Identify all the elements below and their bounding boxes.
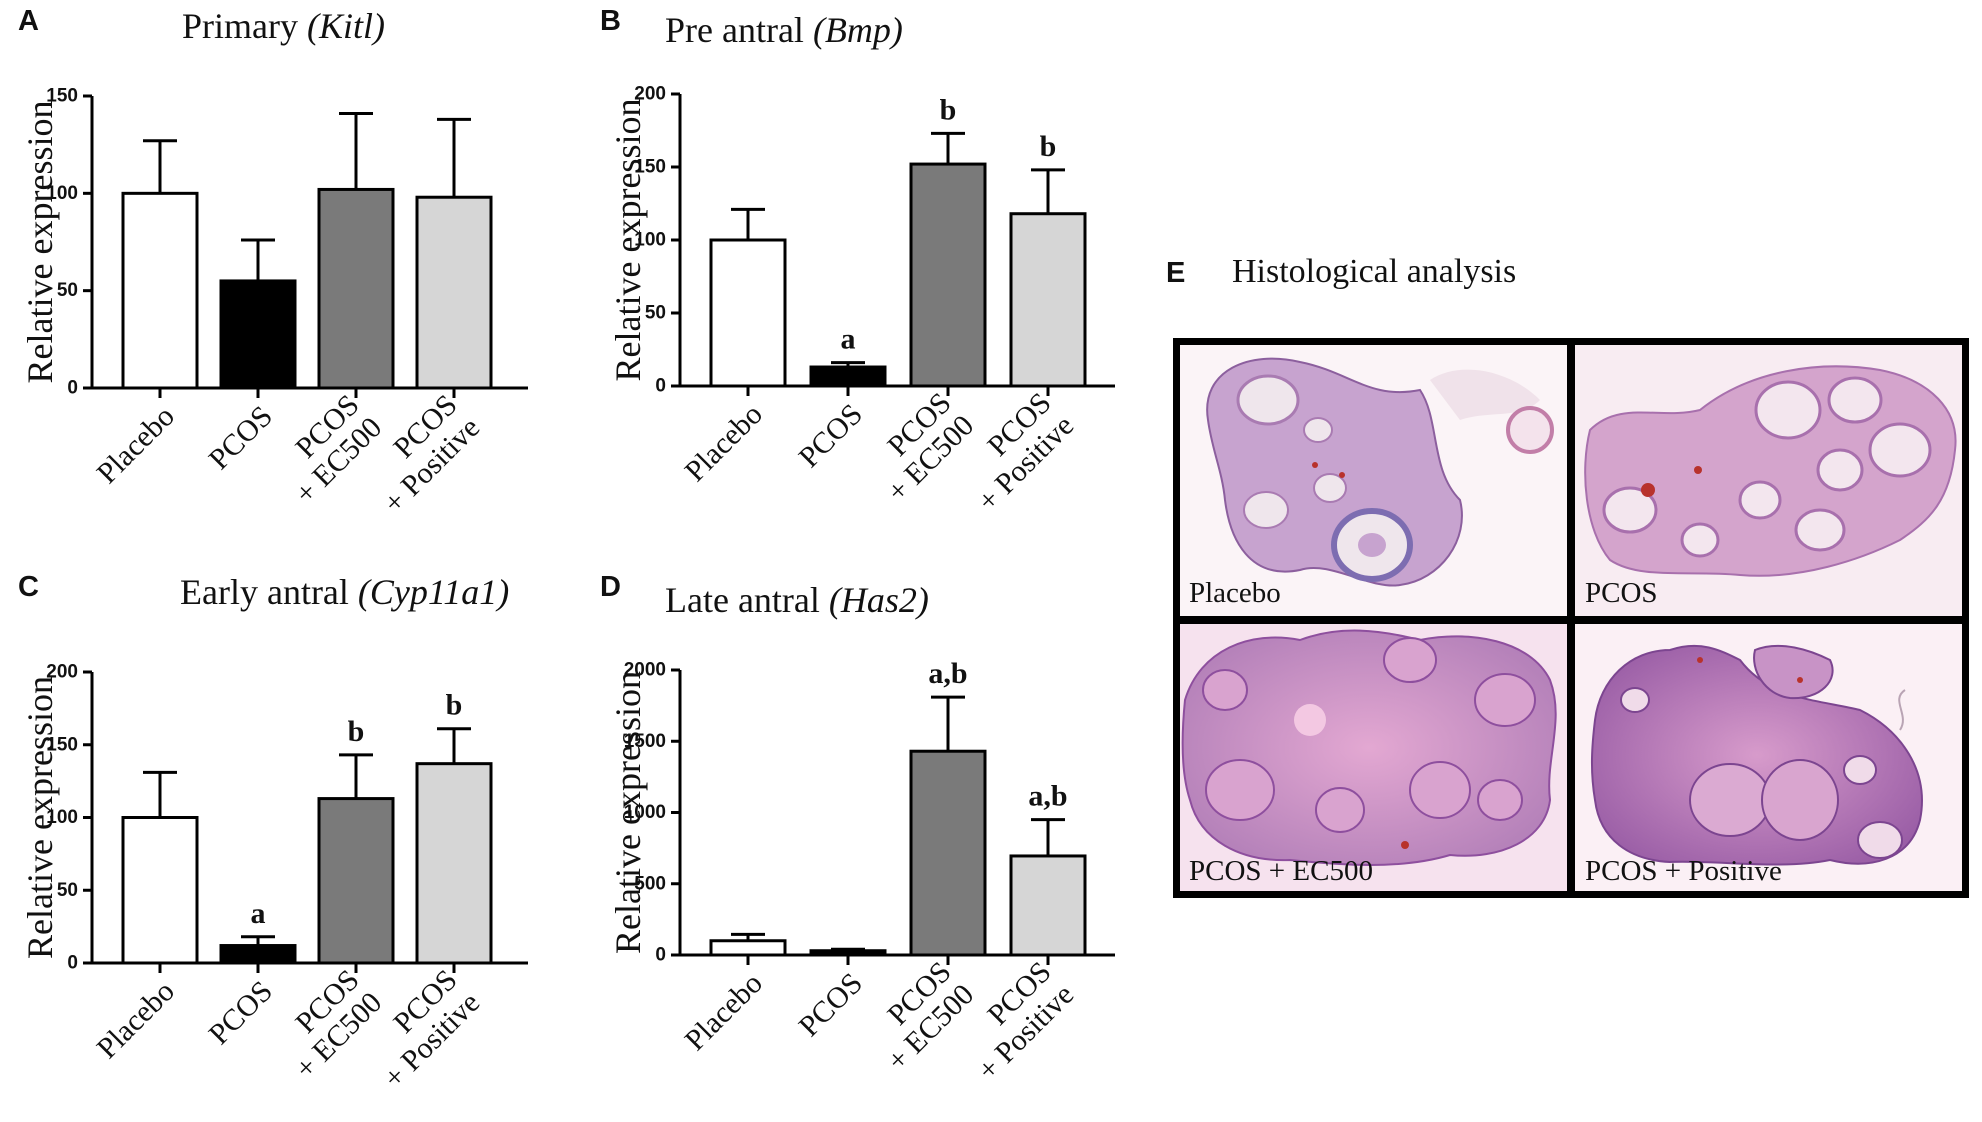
y-tick-label: 50 (57, 880, 78, 901)
x-category-label: PCOS+ EC500 (266, 963, 388, 1085)
histology-label-pcos: PCOS (1585, 577, 1658, 609)
histology-label-pcos-positive: PCOS + Positive (1585, 855, 1782, 887)
bar-b-1 (809, 365, 887, 388)
y-tick-label: 0 (67, 378, 78, 399)
significance-label: a,b (928, 657, 967, 690)
x-category-label: PCOS+ Positive (355, 963, 487, 1095)
chart-title-c: Early antral (Cyp11a1) (180, 572, 509, 612)
bar-b-3 (1009, 212, 1087, 388)
x-category-line: Placebo (678, 398, 768, 488)
bar-b-0 (709, 238, 787, 388)
y-tick-label: 1500 (624, 731, 666, 752)
x-category-line: PCOS (203, 975, 279, 1051)
x-category-line: Placebo (90, 400, 180, 490)
y-tick-label: 50 (645, 303, 666, 324)
bar-c-1 (219, 944, 297, 965)
x-category-label: PCOS+ Positive (949, 955, 1081, 1087)
panel-e-histological-analysis: E Histological analysis Placebo (1166, 253, 1969, 898)
y-axis-label-c: Relative expression (20, 676, 60, 959)
histology-label-pcos-ec500: PCOS + EC500 (1189, 855, 1373, 887)
chart-title-gene-b: (Bmp) (813, 10, 903, 50)
y-tick-label: 500 (634, 873, 666, 894)
significance-label: a (251, 897, 266, 930)
panel-label-b: B (600, 5, 621, 37)
x-category-line: PCOS (203, 400, 279, 476)
histology-label-placebo: Placebo (1189, 577, 1281, 609)
histology-image-pcos-ec500: PCOS + EC500 (1180, 624, 1567, 891)
y-tick-label: 1000 (624, 802, 666, 823)
y-tick-label: 150 (46, 86, 78, 107)
bar-c-2 (317, 797, 395, 965)
histology-image-pcos-positive: PCOS + Positive (1575, 624, 1962, 891)
x-category-label: Placebo (90, 975, 180, 1065)
bar-a-3 (415, 195, 493, 390)
x-category-label: Placebo (90, 400, 180, 490)
y-tick-label: 100 (634, 230, 666, 251)
y-tick-label: 2000 (624, 660, 666, 681)
x-category-label: PCOS (793, 967, 869, 1043)
y-tick-label: 50 (57, 280, 78, 301)
significance-label: b (446, 689, 463, 722)
histology-image-pcos: PCOS (1575, 345, 1962, 616)
x-category-label: PCOS+ EC500 (858, 955, 980, 1077)
y-tick-label: 200 (46, 662, 78, 683)
bar-c-3 (415, 762, 493, 965)
y-axis-label-a: Relative expression (20, 101, 60, 384)
y-tick-label: 0 (655, 945, 666, 966)
panel-label-a: A (18, 5, 39, 37)
x-category-label: Placebo (678, 398, 768, 488)
panel-label-d: D (600, 571, 621, 603)
y-axis-label-d: Relative expression (608, 671, 648, 954)
x-category-label: PCOS (203, 400, 279, 476)
chart-title-gene-c: (Cyp11a1) (358, 572, 509, 612)
x-category-label: PCOS+ Positive (355, 388, 487, 520)
histology-title: Histological analysis (1232, 253, 1516, 290)
bar-d-2 (909, 749, 987, 957)
y-tick-label: 150 (46, 734, 78, 755)
x-category-label: PCOS+ Positive (949, 386, 1081, 518)
panel-label-e: E (1166, 257, 1185, 289)
chart-title-gene-a: (Kitl) (307, 6, 385, 46)
bar-c-0 (121, 816, 199, 965)
bar-d-1 (809, 949, 887, 957)
x-category-line: Placebo (678, 967, 768, 1057)
bar-a-2 (317, 187, 395, 390)
y-tick-label: 100 (46, 807, 78, 828)
bar-d-3 (1009, 854, 1087, 957)
y-axis-label-b: Relative expression (608, 99, 648, 382)
panel-b-preantral-bmp: B Pre antral (Bmp) Relative expression 0 50 1… (600, 5, 1115, 518)
chart-title-a: Primary (Kitl) (182, 6, 385, 46)
significance-label: a,b (1028, 780, 1067, 813)
y-tick-label: 0 (655, 376, 666, 397)
x-category-line: PCOS (793, 967, 869, 1043)
bar-a-1 (219, 279, 297, 390)
significance-label: b (940, 93, 957, 126)
bar-b-2 (909, 162, 987, 388)
x-category-label: PCOS+ EC500 (266, 388, 388, 510)
chart-title-b: Pre antral (Bmp) (665, 10, 903, 50)
significance-label: b (348, 715, 365, 748)
x-category-line: Placebo (90, 975, 180, 1065)
y-tick-label: 200 (634, 84, 666, 105)
x-category-label: Placebo (678, 967, 768, 1057)
panel-d-late-antral-has2: D Late antral (Has2) Relative expression 0 5… (600, 571, 1115, 1087)
x-category-label: PCOS (203, 975, 279, 1051)
x-category-label: PCOS+ EC500 (858, 386, 980, 508)
significance-label: a (841, 323, 856, 356)
panel-c-early-antral-cyp11a1: C Early antral (Cyp11a1) Relative expressi… (18, 571, 528, 1095)
chart-title-gene-d: (Has2) (829, 580, 929, 620)
y-tick-label: 100 (46, 183, 78, 204)
significance-label: b (1040, 130, 1057, 163)
histology-image-placebo: Placebo (1180, 345, 1567, 616)
panel-a-primary-kitl: A Primary (Kitl) Relative expression 0 50 100… (18, 5, 528, 520)
y-tick-label: 0 (67, 953, 78, 974)
bar-d-0 (709, 939, 787, 957)
chart-title-d: Late antral (Has2) (665, 580, 929, 620)
y-tick-label: 150 (634, 157, 666, 178)
panel-label-c: C (18, 571, 39, 603)
x-category-line: PCOS (793, 398, 869, 474)
bar-a-0 (121, 191, 199, 390)
x-category-label: PCOS (793, 398, 869, 474)
